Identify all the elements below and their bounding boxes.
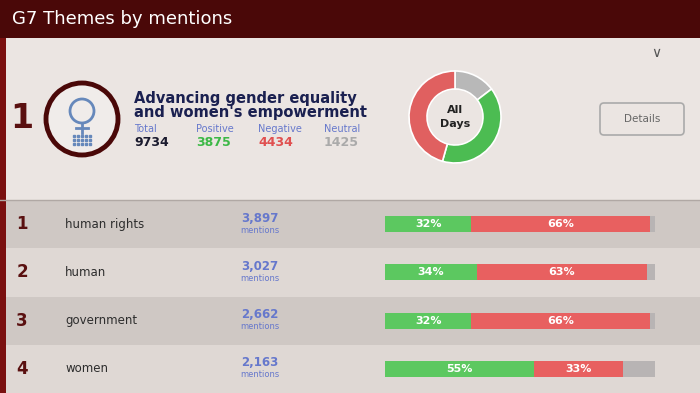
FancyBboxPatch shape <box>477 264 647 280</box>
Text: 34%: 34% <box>418 267 444 277</box>
FancyBboxPatch shape <box>471 216 650 232</box>
FancyBboxPatch shape <box>0 200 700 248</box>
Text: 2: 2 <box>16 263 28 281</box>
FancyBboxPatch shape <box>650 216 655 232</box>
Text: Total: Total <box>134 124 157 134</box>
Text: 1: 1 <box>16 215 28 233</box>
FancyBboxPatch shape <box>0 38 6 200</box>
FancyBboxPatch shape <box>0 0 700 38</box>
FancyBboxPatch shape <box>533 361 622 377</box>
Text: and women's empowerment: and women's empowerment <box>134 105 367 119</box>
Text: mentions: mentions <box>240 226 279 235</box>
Text: 2,163: 2,163 <box>241 356 279 369</box>
FancyBboxPatch shape <box>0 296 700 345</box>
Circle shape <box>428 90 482 144</box>
Text: Neutral: Neutral <box>324 124 360 134</box>
Text: 1: 1 <box>10 103 34 136</box>
FancyBboxPatch shape <box>385 312 471 329</box>
Text: 66%: 66% <box>547 219 574 229</box>
Wedge shape <box>455 71 491 100</box>
Text: 9734: 9734 <box>134 136 169 149</box>
FancyBboxPatch shape <box>650 312 655 329</box>
Text: Details: Details <box>624 114 660 124</box>
Text: Advancing gender equality: Advancing gender equality <box>134 92 357 107</box>
FancyBboxPatch shape <box>471 312 650 329</box>
Text: human: human <box>65 266 106 279</box>
Text: mentions: mentions <box>240 322 279 331</box>
Text: 63%: 63% <box>549 267 575 277</box>
Text: mentions: mentions <box>240 370 279 379</box>
FancyBboxPatch shape <box>600 103 684 135</box>
FancyBboxPatch shape <box>647 264 655 280</box>
Text: G7 Themes by mentions: G7 Themes by mentions <box>12 10 232 28</box>
Text: government: government <box>65 314 137 327</box>
Text: mentions: mentions <box>240 274 279 283</box>
Text: 55%: 55% <box>446 364 473 374</box>
Text: 1425: 1425 <box>324 136 359 149</box>
Text: Positive: Positive <box>196 124 234 134</box>
FancyBboxPatch shape <box>0 345 700 393</box>
Text: human rights: human rights <box>65 218 144 231</box>
Text: women: women <box>65 362 108 375</box>
FancyBboxPatch shape <box>385 216 471 232</box>
Text: Negative: Negative <box>258 124 302 134</box>
Text: 32%: 32% <box>415 219 442 229</box>
FancyBboxPatch shape <box>0 200 6 248</box>
Text: 66%: 66% <box>547 316 574 326</box>
Text: 3,027: 3,027 <box>241 260 279 273</box>
FancyBboxPatch shape <box>0 248 6 296</box>
Text: 32%: 32% <box>415 316 442 326</box>
Text: 3,897: 3,897 <box>241 211 279 225</box>
FancyBboxPatch shape <box>0 38 700 200</box>
Text: ∨: ∨ <box>651 46 661 60</box>
Text: 33%: 33% <box>565 364 592 374</box>
Wedge shape <box>442 89 501 163</box>
FancyBboxPatch shape <box>0 248 700 296</box>
Text: 3875: 3875 <box>196 136 231 149</box>
FancyBboxPatch shape <box>385 361 533 377</box>
Text: 4: 4 <box>16 360 28 378</box>
Text: All
Days: All Days <box>440 105 470 129</box>
Circle shape <box>46 83 118 155</box>
FancyBboxPatch shape <box>0 345 6 393</box>
FancyBboxPatch shape <box>622 361 655 377</box>
Text: 3: 3 <box>16 312 28 330</box>
Wedge shape <box>409 71 455 161</box>
Text: 4434: 4434 <box>258 136 293 149</box>
FancyBboxPatch shape <box>0 296 6 345</box>
FancyBboxPatch shape <box>385 264 477 280</box>
Text: 2,662: 2,662 <box>241 308 279 321</box>
